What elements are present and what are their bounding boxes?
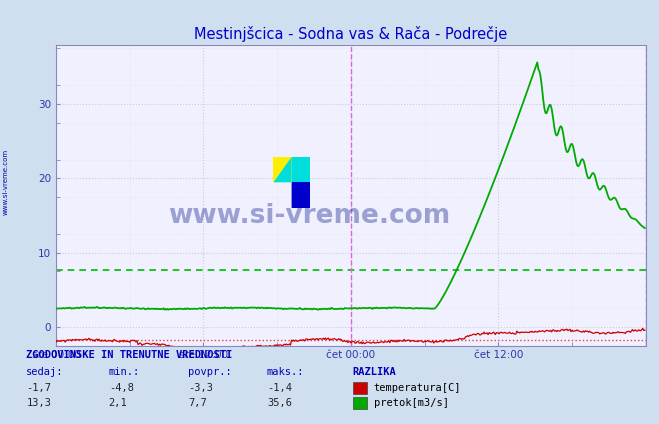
Text: 2,1: 2,1 [109, 398, 127, 408]
Text: maks.:: maks.: [267, 367, 304, 377]
Bar [291, 157, 310, 182]
Text: -4,8: -4,8 [109, 383, 134, 393]
Text: 13,3: 13,3 [26, 398, 51, 408]
Text: -1,4: -1,4 [267, 383, 292, 393]
Text: min.:: min.: [109, 367, 140, 377]
Text: povpr.:: povpr.: [188, 367, 231, 377]
Text: www.si-vreme.com: www.si-vreme.com [169, 203, 451, 229]
Text: temperatura[C]: temperatura[C] [374, 383, 461, 393]
Text: www.si-vreme.com: www.si-vreme.com [2, 149, 9, 215]
Text: pretok[m3/s]: pretok[m3/s] [374, 398, 449, 408]
Text: 7,7: 7,7 [188, 398, 206, 408]
Polygon shape [291, 182, 310, 208]
Polygon shape [273, 157, 291, 182]
Text: sedaj:: sedaj: [26, 367, 64, 377]
Title: Mestinjšcica - Sodna vas & Rača - Podrečje: Mestinjšcica - Sodna vas & Rača - Podreč… [194, 26, 507, 42]
Text: -3,3: -3,3 [188, 383, 213, 393]
Text: ZGODOVINSKE IN TRENUTNE VREDNOSTI: ZGODOVINSKE IN TRENUTNE VREDNOSTI [26, 350, 233, 360]
Text: RAZLIKA: RAZLIKA [353, 367, 396, 377]
Text: 35,6: 35,6 [267, 398, 292, 408]
Bar [273, 157, 291, 182]
Bar [291, 182, 310, 208]
Text: -1,7: -1,7 [26, 383, 51, 393]
